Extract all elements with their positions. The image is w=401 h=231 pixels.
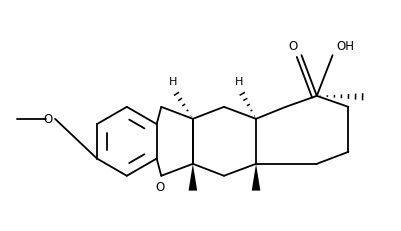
Polygon shape [188,164,196,191]
Text: O: O [155,180,164,193]
Text: H: H [169,77,177,87]
Text: OH: OH [335,40,353,53]
Text: H: H [235,77,243,87]
Text: O: O [288,40,297,53]
Polygon shape [251,164,260,191]
Text: O: O [44,113,53,126]
